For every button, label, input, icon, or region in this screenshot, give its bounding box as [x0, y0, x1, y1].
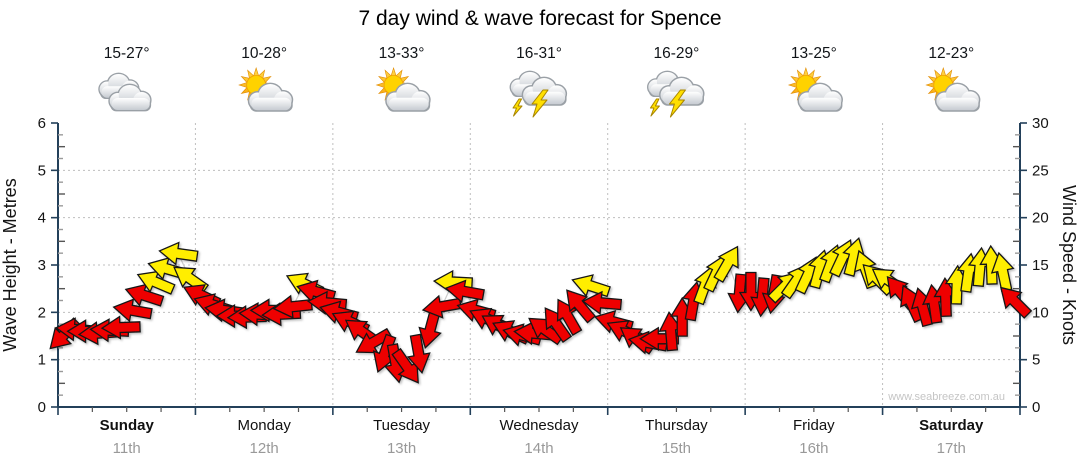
- right-axis-tick-label: 30: [1032, 115, 1049, 132]
- right-axis-tick-label: 20: [1032, 210, 1049, 227]
- weather-icon-partly-cloudy: [238, 67, 294, 112]
- wind-arrow: [124, 283, 165, 307]
- axis-tick-labels: 0 1 2 3 4 5 6 0 5 10 15 20 25 30: [38, 115, 1049, 416]
- chart-title: 7 day wind & wave forecast for Spence: [358, 7, 722, 30]
- day-temp-range: 12-23°: [928, 45, 974, 62]
- left-axis-tick-label: 1: [38, 352, 46, 369]
- day-name: Monday: [237, 417, 291, 434]
- day-date: 11th: [113, 440, 141, 457]
- weather-icon-thunderstorm: [509, 70, 568, 118]
- day-name: Saturday: [919, 417, 984, 434]
- day-temp-range: 15-27°: [104, 45, 150, 62]
- left-axis-tick-label: 2: [38, 304, 46, 321]
- wind-arrow: [990, 251, 1015, 292]
- day-date: 16th: [799, 440, 828, 457]
- right-axis-tick-label: 25: [1032, 162, 1049, 179]
- wind-arrow: [999, 286, 1033, 319]
- wind-arrow: [355, 327, 393, 354]
- right-axis-title: Wind Speed - Knots: [1059, 185, 1079, 345]
- wind-arrow: [713, 245, 739, 283]
- right-axis-tick-label: 15: [1032, 257, 1049, 274]
- day-name: Sunday: [100, 417, 155, 434]
- day-temp-range: 16-29°: [654, 45, 700, 62]
- right-axis-tick-label: 5: [1032, 352, 1040, 369]
- left-axis-tick-label: 4: [38, 210, 46, 227]
- wind-arrow: [112, 298, 153, 323]
- left-axis-tick-label: 5: [38, 162, 46, 179]
- wind-arrow: [571, 274, 611, 298]
- wind-arrow: [979, 244, 1004, 285]
- day-labels-row: Sunday 11th Monday 12th Tuesday 13th Wednesday…: [100, 417, 984, 457]
- day-date: 13th: [387, 440, 416, 457]
- wind-arrow: [933, 276, 958, 318]
- left-axis-tick-label: 6: [38, 115, 46, 132]
- wind-arrows: [49, 236, 1033, 384]
- grid-lines: [58, 123, 1020, 407]
- wind-arrow: [391, 347, 419, 384]
- day-temp-range: 10-28°: [241, 45, 287, 62]
- day-temp-range: 16-31°: [516, 45, 562, 62]
- wind-arrow: [421, 294, 463, 319]
- watermark-text: www.seabreeze.com.au: [887, 391, 1005, 403]
- day-name: Tuesday: [373, 417, 430, 434]
- day-name: Friday: [793, 417, 835, 434]
- wind-arrow: [272, 294, 313, 319]
- weather-icon-partly-cloudy: [787, 67, 843, 112]
- day-name: Wednesday: [500, 417, 579, 434]
- day-date: 12th: [250, 440, 279, 457]
- wind-arrow: [556, 298, 583, 336]
- wind-arrow: [544, 307, 573, 344]
- day-headers-row: 15-27° 10-28° 13-33° 16-31° 16-29° 13-25° 12-2…: [98, 45, 981, 118]
- wind-arrow: [444, 279, 485, 304]
- day-temp-range: 13-25°: [791, 45, 837, 62]
- day-temp-range: 13-33°: [379, 45, 425, 62]
- weather-icon-thunderstorm: [646, 70, 705, 118]
- day-date: 17th: [937, 440, 966, 457]
- wind-arrow: [842, 236, 866, 277]
- weather-icon-partly-cloudy: [375, 67, 431, 112]
- wind-arrow: [581, 290, 623, 315]
- weather-icon-cloudy: [98, 72, 152, 112]
- right-axis-tick-label: 10: [1032, 304, 1049, 321]
- left-axis-title: Wave Height - Metres: [0, 178, 20, 351]
- wind-arrow: [406, 333, 431, 374]
- weather-icon-partly-cloudy: [925, 67, 981, 112]
- day-name: Thursday: [645, 417, 708, 434]
- left-axis-tick-label: 3: [38, 257, 46, 274]
- wind-arrow: [566, 289, 597, 324]
- wind-arrow: [158, 241, 199, 266]
- day-date: 15th: [662, 440, 691, 457]
- day-date: 14th: [524, 440, 553, 457]
- right-axis-tick-label: 0: [1032, 399, 1040, 416]
- wind-arrow: [100, 315, 141, 340]
- wind-arrow: [658, 311, 683, 352]
- wind-arrow: [136, 270, 176, 295]
- left-axis-tick-label: 0: [38, 399, 46, 416]
